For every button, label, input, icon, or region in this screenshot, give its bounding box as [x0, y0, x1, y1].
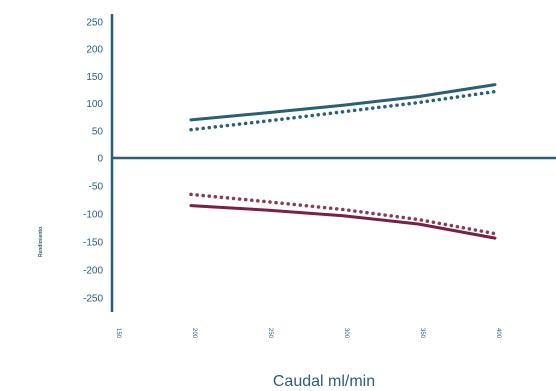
y-tick-label: 0	[97, 154, 103, 165]
series-line-3	[189, 204, 497, 240]
y-tick-label: -250	[83, 294, 103, 305]
x-tick-labels: 150 200 250 300 350 400	[115, 328, 501, 339]
series-lines	[189, 83, 497, 240]
x-tick-label: 200	[191, 328, 197, 339]
x-axis-label: Caudal ml/min	[273, 373, 375, 390]
x-tick-label: 250	[267, 328, 273, 339]
y-tick-label: 150	[86, 72, 103, 83]
y-tick-label: -150	[83, 238, 103, 249]
x-tick-label: 300	[343, 328, 349, 339]
series-line-4	[189, 192, 497, 236]
x-tick-label: 350	[419, 328, 425, 339]
y-axis-label: Rendimiento	[38, 227, 44, 257]
x-tick-label: 150	[115, 328, 121, 339]
series-line-2	[189, 89, 497, 132]
y-tick-labels: 250 200 150 100 50 0 -50 -100 -150 -200 -250	[83, 18, 103, 305]
y-tick-label: 250	[86, 18, 103, 29]
series-line-1	[189, 83, 497, 122]
y-tick-label: 50	[92, 126, 104, 137]
y-tick-label: 100	[86, 99, 103, 110]
y-tick-label: -50	[89, 182, 104, 193]
y-tick-label: 200	[86, 45, 103, 56]
x-tick-label: 400	[495, 328, 501, 339]
y-tick-label: -100	[83, 210, 103, 221]
y-tick-label: -200	[83, 266, 103, 277]
axes	[110, 14, 556, 312]
